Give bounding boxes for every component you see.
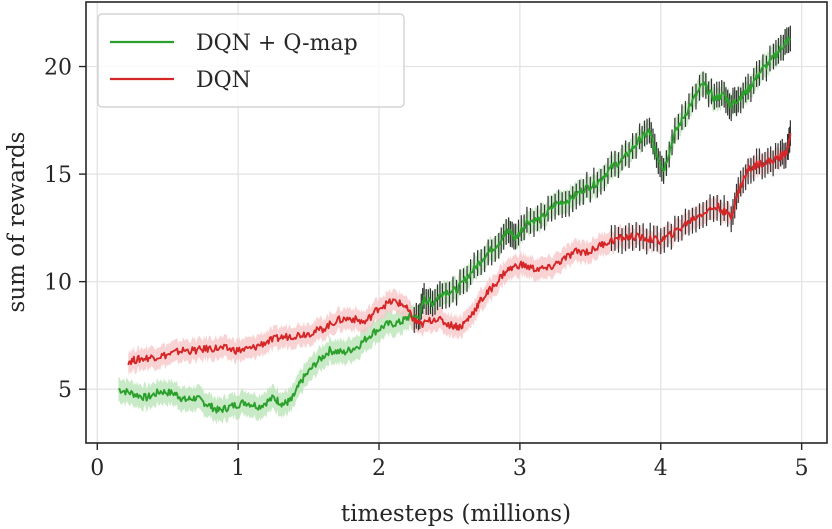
axes-frame: [85, 1, 828, 444]
y-tick-label: 10: [44, 271, 72, 296]
legend: DQN + Q-map DQN: [97, 13, 405, 108]
legend-label-dqn: DQN: [196, 68, 251, 93]
x-tick-label: 4: [654, 456, 668, 481]
axis-ticks: 0 1 2 3 4 5 5 10 15 20: [44, 56, 809, 481]
y-tick-label: 20: [44, 56, 72, 81]
y-axis-label: sum of rewards: [4, 132, 30, 313]
series-line-0: [118, 36, 792, 414]
x-tick-label: 1: [231, 456, 245, 481]
series-line-1: [127, 133, 792, 366]
y-tick-label: 5: [58, 378, 72, 403]
legend-box: [97, 13, 405, 108]
y-tick-label: 15: [44, 163, 72, 188]
x-tick-label: 2: [372, 456, 386, 481]
x-tick-label: 5: [795, 456, 809, 481]
series-lines: [118, 36, 792, 414]
x-tick-label: 0: [90, 456, 104, 481]
legend-label-dqn-qmap: DQN + Q-map: [196, 31, 358, 56]
x-tick-label: 3: [513, 456, 527, 481]
x-axis-label: timesteps (millions): [341, 501, 571, 527]
